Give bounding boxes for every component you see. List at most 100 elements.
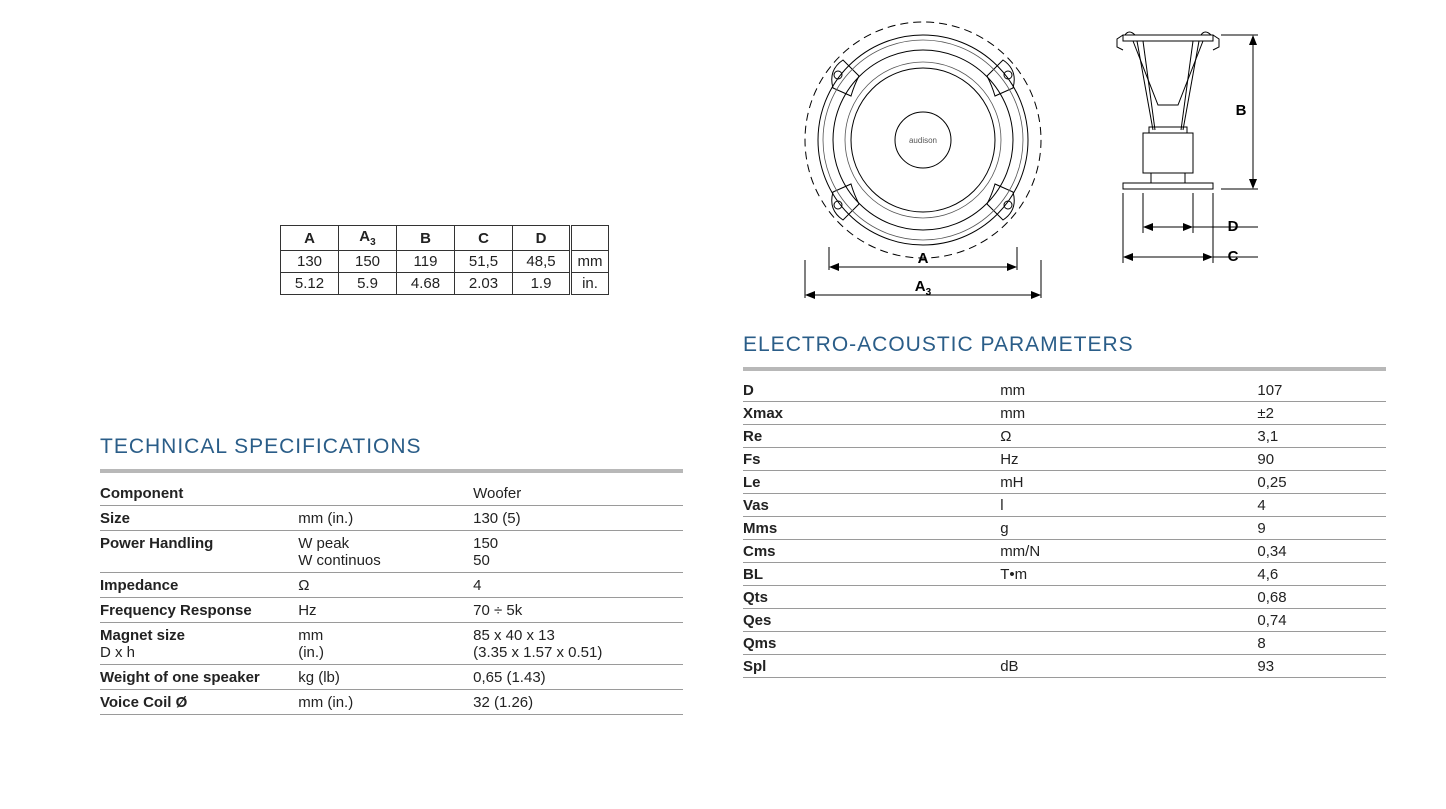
section-rule <box>100 469 683 473</box>
param-row: Qts0,68 <box>743 586 1386 609</box>
dim-cell: 4.68 <box>397 273 455 295</box>
spec-row: Voice Coil Ømm (in.)32 (1.26) <box>100 690 683 715</box>
param-cell: 4 <box>1257 494 1386 517</box>
brand-label: audison <box>909 136 937 145</box>
param-cell: Fs <box>743 448 1000 471</box>
spec-cell: Component <box>100 481 298 506</box>
param-cell: D <box>743 379 1000 402</box>
dim-unit: mm <box>571 251 609 273</box>
dim-cell: 51,5 <box>455 251 513 273</box>
param-cell: ±2 <box>1257 402 1386 425</box>
param-cell: mm <box>1000 379 1257 402</box>
param-cell: mH <box>1000 471 1257 494</box>
param-cell: Hz <box>1000 448 1257 471</box>
spec-row: Power HandlingW peakW continuos15050 <box>100 531 683 573</box>
spec-cell: Ω <box>298 573 473 598</box>
spec-cell: mm (in.) <box>298 690 473 715</box>
spec-cell: 0,65 (1.43) <box>473 665 683 690</box>
spec-cell: W peakW continuos <box>298 531 473 573</box>
param-row: Qes 0,74 <box>743 609 1386 632</box>
spec-cell: 85 x 40 x 13(3.35 x 1.57 x 0.51) <box>473 623 683 665</box>
param-row: Dmm107 <box>743 379 1386 402</box>
param-cell: Re <box>743 425 1000 448</box>
tech-spec-table: ComponentWooferSizemm (in.)130 (5)Power … <box>100 481 683 715</box>
param-cell: Mms <box>743 517 1000 540</box>
param-row: FsHz90 <box>743 448 1386 471</box>
param-row: ReΩ3,1 <box>743 425 1386 448</box>
speaker-diagrams: audison A A3 <box>783 15 1386 315</box>
spec-cell: 130 (5) <box>473 506 683 531</box>
param-row: BLT•m4,6 <box>743 563 1386 586</box>
tech-spec-title: TECHNICAL SPECIFICATIONS <box>100 435 683 459</box>
param-cell: g <box>1000 517 1257 540</box>
dim-unit: in. <box>571 273 609 295</box>
param-cell <box>1000 632 1257 655</box>
spec-cell <box>298 481 473 506</box>
spec-cell: Frequency Response <box>100 598 298 623</box>
dim-header: C <box>455 226 513 251</box>
param-cell: 90 <box>1257 448 1386 471</box>
spec-cell: mm(in.) <box>298 623 473 665</box>
param-cell: Cms <box>743 540 1000 563</box>
param-cell: Ω <box>1000 425 1257 448</box>
spec-row: Weight of one speakerkg (lb)0,65 (1.43) <box>100 665 683 690</box>
param-cell: 107 <box>1257 379 1386 402</box>
param-cell: 8 <box>1257 632 1386 655</box>
param-cell: Qts <box>743 586 1000 609</box>
spec-cell: Magnet sizeD x h <box>100 623 298 665</box>
param-cell: Qes <box>743 609 1000 632</box>
param-row: Cmsmm/N0,34 <box>743 540 1386 563</box>
param-cell: Xmax <box>743 402 1000 425</box>
spec-cell: 32 (1.26) <box>473 690 683 715</box>
param-cell: l <box>1000 494 1257 517</box>
section-rule <box>743 367 1386 371</box>
param-cell: BL <box>743 563 1000 586</box>
param-cell: 4,6 <box>1257 563 1386 586</box>
spec-cell: Voice Coil Ø <box>100 690 298 715</box>
spec-cell: Weight of one speaker <box>100 665 298 690</box>
spec-cell: 70 ÷ 5k <box>473 598 683 623</box>
param-cell <box>1000 586 1257 609</box>
params-table: Dmm107Xmaxmm±2ReΩ3,1FsHz90LemH0,25Vasl4M… <box>743 379 1386 678</box>
param-cell: 3,1 <box>1257 425 1386 448</box>
dim-unit-header <box>571 226 609 251</box>
param-cell: mm/N <box>1000 540 1257 563</box>
spec-cell: Hz <box>298 598 473 623</box>
dim-cell: 5.9 <box>339 273 397 295</box>
dim-cell: 5.12 <box>281 273 339 295</box>
param-cell: Qms <box>743 632 1000 655</box>
dim-cell: 119 <box>397 251 455 273</box>
param-row: SpldB93 <box>743 655 1386 678</box>
param-row: LemH0,25 <box>743 471 1386 494</box>
param-cell: Vas <box>743 494 1000 517</box>
param-cell: Le <box>743 471 1000 494</box>
dim-header: B <box>397 226 455 251</box>
spec-cell: mm (in.) <box>298 506 473 531</box>
dim-header: A <box>281 226 339 251</box>
dim-header: D <box>513 226 571 251</box>
spec-row: ImpedanceΩ4 <box>100 573 683 598</box>
spec-cell: Woofer <box>473 481 683 506</box>
param-cell: T•m <box>1000 563 1257 586</box>
spec-cell: Size <box>100 506 298 531</box>
param-cell: 0,74 <box>1257 609 1386 632</box>
spec-cell: kg (lb) <box>298 665 473 690</box>
params-title: ELECTRO-ACOUSTIC PARAMETERS <box>743 333 1386 357</box>
spec-cell: 15050 <box>473 531 683 573</box>
spec-row: Component Woofer <box>100 481 683 506</box>
dim-label-a: A <box>918 250 929 267</box>
spec-row: Magnet sizeD x hmm(in.)85 x 40 x 13(3.35… <box>100 623 683 665</box>
dim-cell: 48,5 <box>513 251 571 273</box>
param-cell: 0,25 <box>1257 471 1386 494</box>
param-row: Qms 8 <box>743 632 1386 655</box>
spec-cell: Power Handling <box>100 531 298 573</box>
dim-header: A3 <box>339 226 397 251</box>
dim-cell: 1.9 <box>513 273 571 295</box>
param-row: Vasl4 <box>743 494 1386 517</box>
spec-row: Sizemm (in.)130 (5) <box>100 506 683 531</box>
speaker-front-diagram: audison A A3 <box>783 15 1083 315</box>
dimensions-table: A A3 B C D 130 150 119 51,5 48,5 mm 5.12… <box>280 225 609 295</box>
param-cell: dB <box>1000 655 1257 678</box>
param-cell: 0,34 <box>1257 540 1386 563</box>
param-row: Mmsg9 <box>743 517 1386 540</box>
